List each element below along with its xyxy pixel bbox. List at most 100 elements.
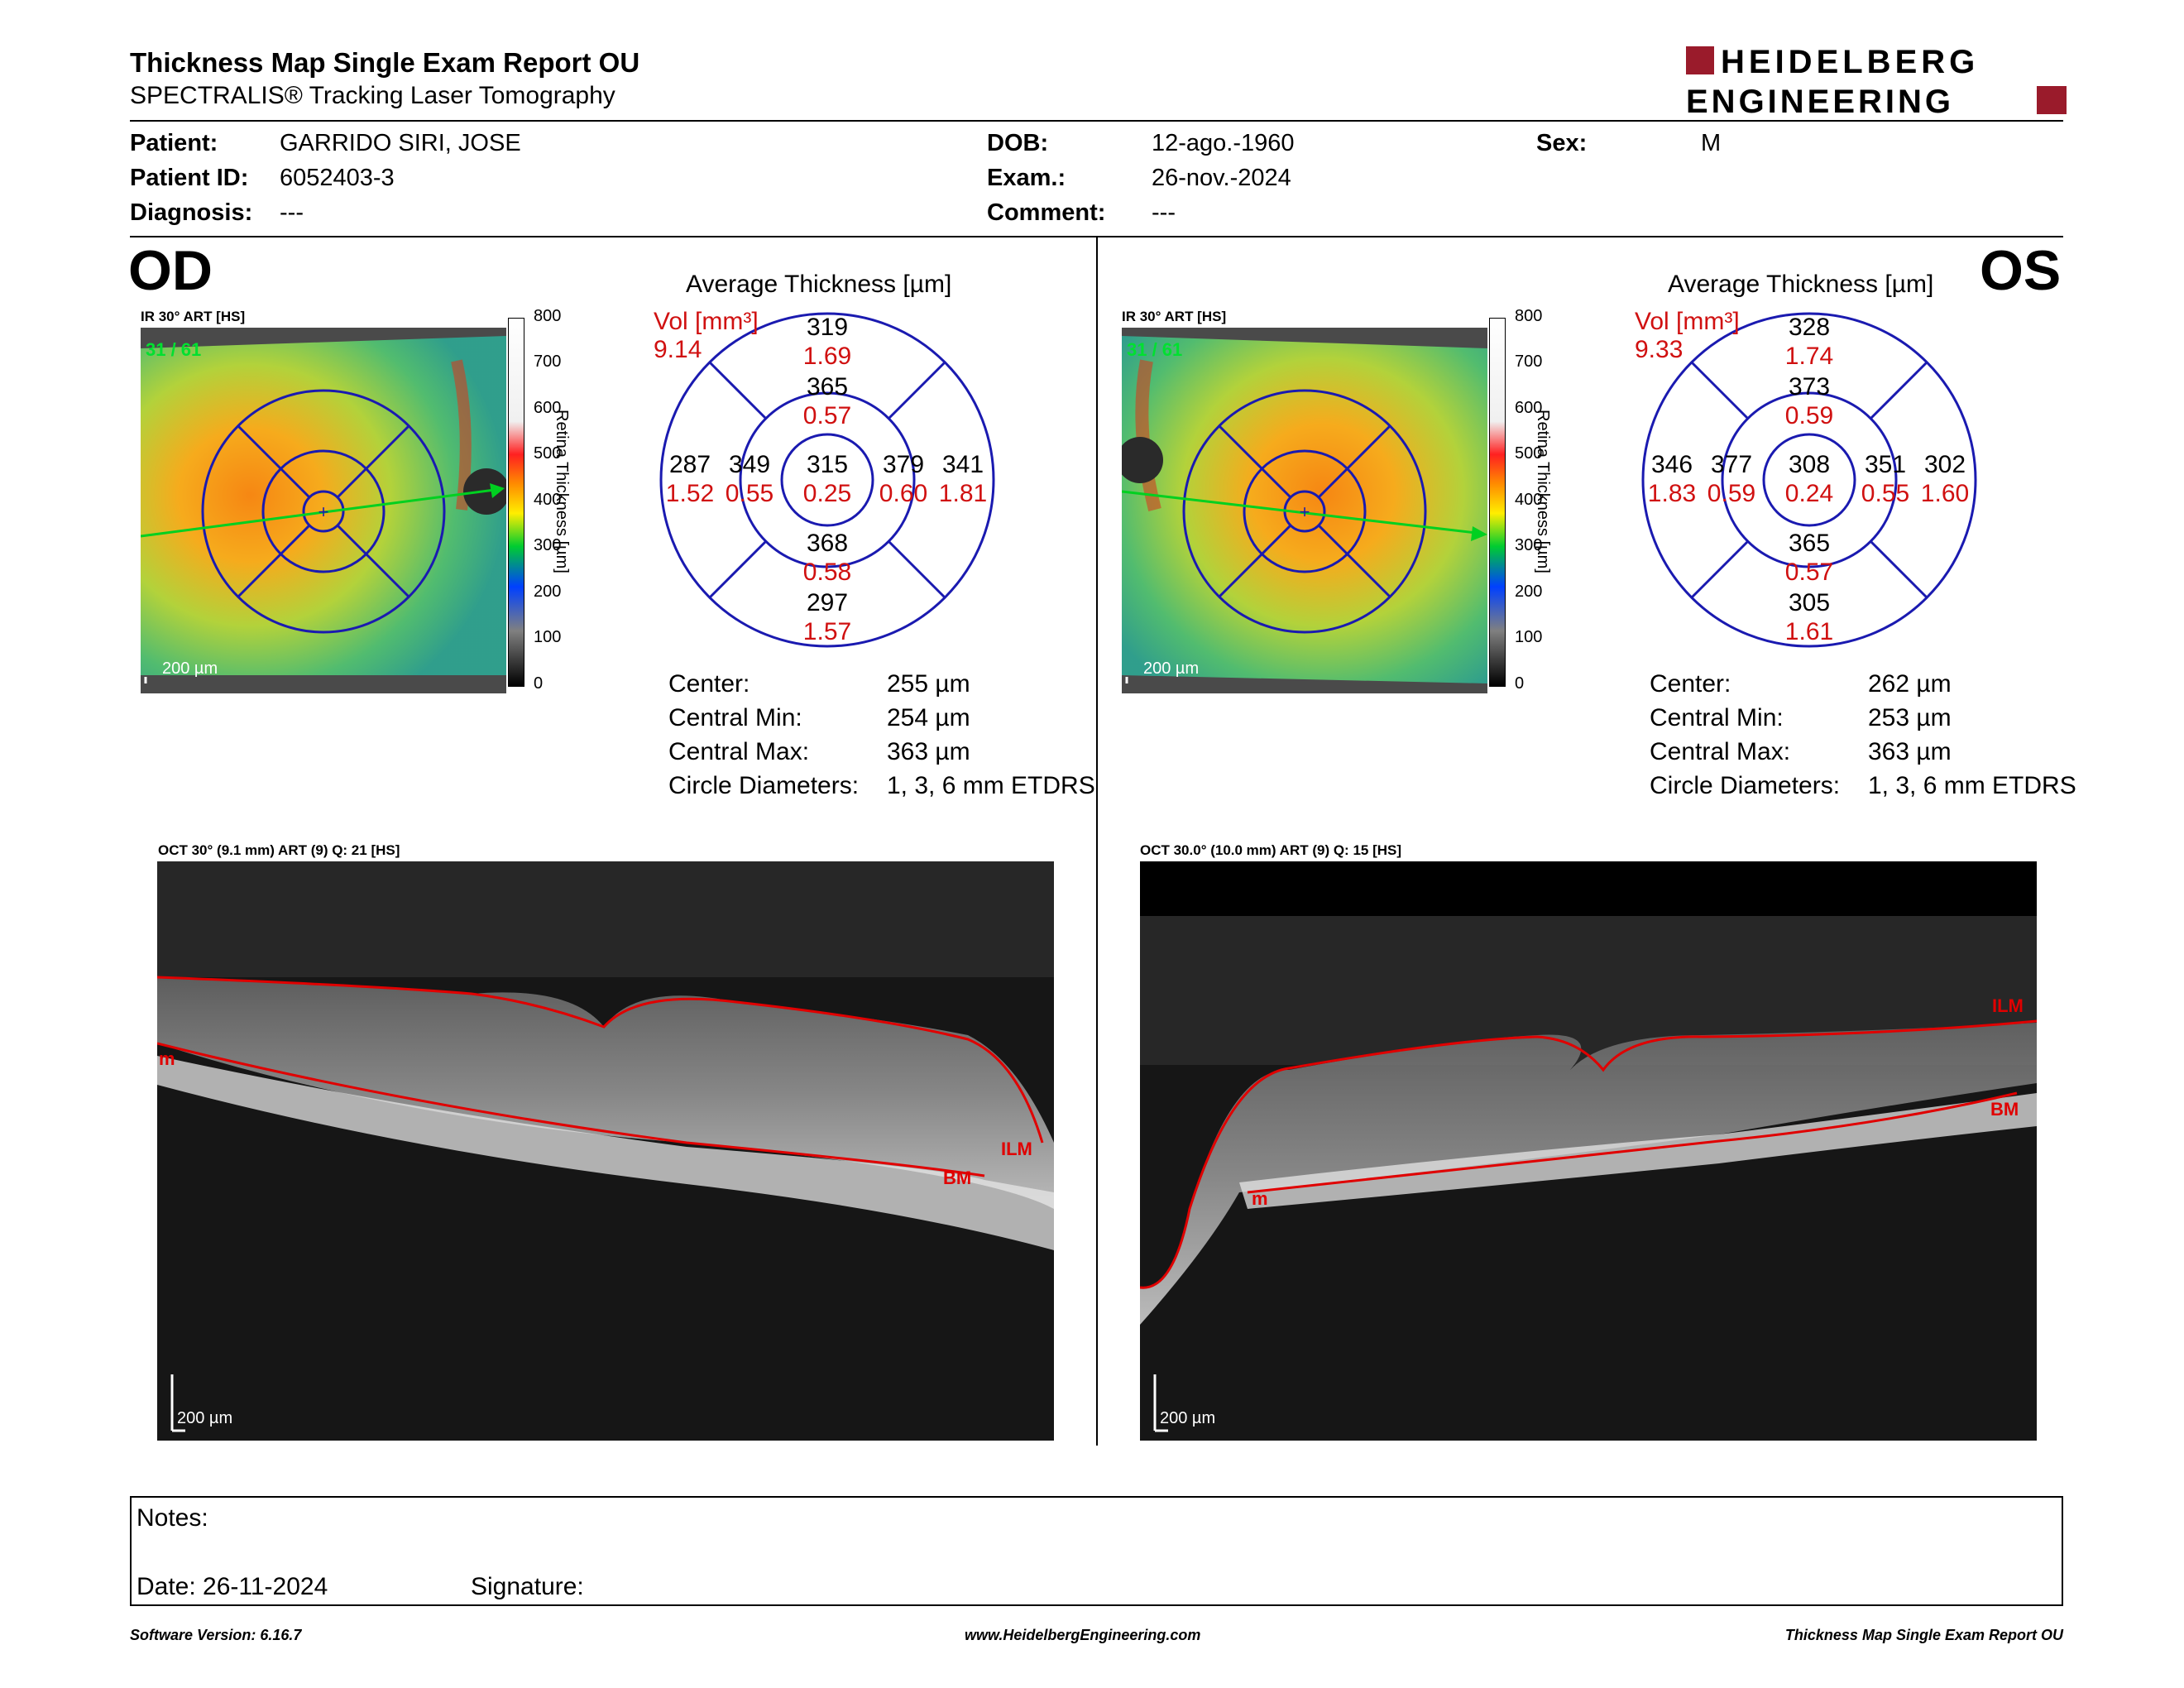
patient-id: 6052403-3: [280, 165, 395, 191]
os-eye-label: OS: [1980, 239, 2062, 302]
patient-name: GARRIDO SIRI, JOSE: [280, 130, 521, 156]
date-label: Date: 26-11-2024: [136, 1573, 328, 1600]
od-fundus-label: IR 30° ART [HS]: [141, 309, 246, 324]
os-ilm-line: [1140, 1019, 2037, 1289]
od-bottom-outer: 297: [806, 589, 849, 616]
od-left-outer-vol: 1.52: [665, 480, 715, 507]
footer-report-title: Thickness Map Single Exam Report OU: [1784, 1627, 2063, 1643]
od-right-outer-vol: 1.81: [938, 480, 988, 507]
os-retina-band: [1140, 1023, 2037, 1325]
od-scan-line: [141, 488, 496, 538]
logo-line2: ENGINEERING: [1686, 84, 1954, 117]
os-cb-tick: 600: [1515, 399, 1543, 417]
od-eye-label: OD: [128, 239, 213, 302]
report-title: Thickness Map Single Exam Report OU: [130, 47, 640, 78]
od-right-outer: 341: [941, 451, 984, 478]
os-top-inner-vol: 0.59: [1784, 402, 1834, 429]
os-avg-title: Average Thickness [µm]: [1668, 271, 1934, 298]
dob-value: 12-ago.-1960: [1152, 130, 1295, 156]
os-center: 308: [1788, 451, 1831, 478]
os-left-outer-vol: 1.83: [1647, 480, 1697, 507]
od-colorbar: [508, 318, 524, 687]
od-vol-label: Vol [mm³]: [654, 308, 759, 335]
logo-square-top: [1686, 46, 1714, 74]
software-version: Software Version: 6.16.7: [130, 1627, 302, 1643]
od-cb-tick: 100: [534, 628, 562, 646]
od-right-inner: 379: [882, 451, 925, 478]
notes-box: Notes: Date: 26-11-2024 Signature:: [130, 1496, 2063, 1606]
os-colorbar-label: Retina Thickness [µm]: [1534, 410, 1552, 573]
od-rpe-band: [157, 1056, 1054, 1250]
os-bm-line: [1247, 1091, 2018, 1194]
od-top-inner-vol: 0.57: [802, 402, 852, 429]
report-subtitle: SPECTRALIS® Tracking Laser Tomography: [130, 82, 615, 109]
os-stat-value: 262 µm: [1868, 670, 1952, 698]
diagnosis-value: ---: [280, 199, 304, 226]
os-fundus-map: + 31 / 61 200 µm: [1122, 328, 1487, 693]
od-stat-label: Central Max:: [668, 738, 810, 765]
center-divider: [1096, 237, 1098, 1446]
os-frame-counter: 31 / 61: [1127, 339, 1182, 360]
os-stat-value: 363 µm: [1868, 738, 1952, 765]
exam-label: Exam.:: [987, 165, 1066, 191]
od-center: 315: [806, 451, 849, 478]
signature-label: Signature:: [471, 1573, 584, 1600]
od-avg-title: Average Thickness [µm]: [686, 271, 952, 298]
os-oct-bscan: ILM BM m 200 µm: [1140, 861, 2037, 1441]
os-cb-tick: 300: [1515, 536, 1543, 554]
logo-square-bottom: [2037, 86, 2067, 114]
od-etdrs-grid: [659, 312, 995, 648]
od-bm-tag: BM: [943, 1168, 971, 1188]
os-oct-scale-label: 200 µm: [1160, 1409, 1215, 1427]
comment-label: Comment:: [987, 199, 1106, 226]
os-cb-tick: 200: [1515, 583, 1543, 601]
od-frame-counter: 31 / 61: [146, 339, 201, 360]
od-fovea-marker: +: [318, 501, 329, 522]
os-cb-tick: 500: [1515, 444, 1543, 463]
od-bottom-inner-vol: 0.58: [802, 559, 852, 586]
os-m-tag: m: [1252, 1188, 1268, 1209]
os-stat-label: Center:: [1650, 670, 1731, 698]
od-bm-line: [157, 1042, 985, 1177]
os-stat-label: Central Max:: [1650, 738, 1791, 765]
od-stat-label: Center:: [668, 670, 750, 698]
os-bottom-inner-vol: 0.57: [1784, 559, 1834, 586]
od-cb-tick: 600: [534, 399, 562, 417]
os-vessel-red: [1135, 359, 1161, 511]
od-oct-bscan: ILM BM m 200 µm: [157, 861, 1054, 1441]
od-ilm-tag: ILM: [1001, 1139, 1032, 1159]
os-colorbar: [1489, 318, 1506, 687]
comment-value: ---: [1152, 199, 1176, 226]
od-fundus-map: + 31 / 61 200 µm: [141, 328, 506, 693]
os-fundus-label: IR 30° ART [HS]: [1122, 309, 1227, 324]
od-bottom-outer-vol: 1.57: [802, 618, 852, 645]
diagnosis-label: Diagnosis:: [130, 199, 253, 226]
os-right-inner: 351: [1864, 451, 1907, 478]
os-cb-tick: 100: [1515, 628, 1543, 646]
os-oct-label: OCT 30.0° (10.0 mm) ART (9) Q: 15 [HS]: [1140, 842, 1402, 858]
od-cb-tick: 500: [534, 444, 562, 463]
os-bottom-inner: 365: [1788, 530, 1831, 557]
os-right-outer: 302: [1923, 451, 1966, 478]
od-stat-value: 255 µm: [887, 670, 970, 698]
od-top-outer-vol: 1.69: [802, 343, 852, 370]
website-link[interactable]: www.HeidelbergEngineering.com: [965, 1627, 1201, 1643]
od-oct-noise-top: [157, 861, 1054, 977]
os-stat-value: 253 µm: [1868, 704, 1952, 731]
sex-label: Sex:: [1536, 130, 1588, 156]
os-left-outer: 346: [1650, 451, 1693, 478]
os-left-inner: 377: [1710, 451, 1753, 478]
logo-line1: HEIDELBERG: [1721, 44, 1979, 80]
od-cb-tick: 700: [534, 352, 562, 371]
os-right-outer-vol: 1.60: [1920, 480, 1970, 507]
os-top-inner: 373: [1788, 373, 1831, 400]
od-top-outer: 319: [806, 314, 849, 341]
od-stat-value: 363 µm: [887, 738, 970, 765]
os-stat-label: Circle Diameters:: [1650, 772, 1841, 799]
header-rule: [130, 120, 2063, 122]
od-vol-value: 9.14: [654, 336, 702, 363]
od-oct-label: OCT 30° (9.1 mm) ART (9) Q: 21 [HS]: [158, 842, 400, 858]
od-colorbar-label: Retina Thickness [µm]: [553, 410, 571, 573]
os-left-inner-vol: 0.59: [1707, 480, 1756, 507]
os-ilm-tag: ILM: [1992, 995, 2024, 1016]
